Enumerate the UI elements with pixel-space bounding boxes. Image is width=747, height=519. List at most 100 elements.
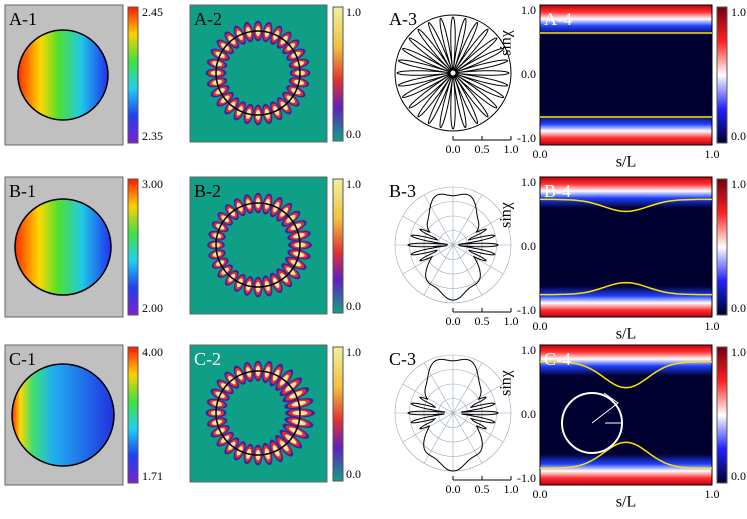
- panel-label: B-3: [389, 181, 416, 201]
- polar-grid: [452, 215, 504, 246]
- colorbar-label: 0.0: [731, 129, 746, 143]
- y-axis-label: sinχ: [498, 29, 515, 56]
- heatmap: [539, 344, 713, 486]
- colorbar-label: 1.0: [346, 177, 361, 191]
- panel-label: A-4: [544, 9, 572, 29]
- x-axis-label: s/L: [616, 154, 636, 171]
- polar-grid: [452, 244, 483, 296]
- polar-grid: [402, 412, 454, 443]
- x-axis-label: s/L: [616, 326, 636, 343]
- polar-origin: [449, 69, 457, 77]
- panel-label: C-2: [194, 349, 221, 369]
- colorbar-label: 0.0: [731, 301, 746, 315]
- polar-grid: [423, 244, 454, 296]
- y-tick-label: -1.0: [517, 131, 536, 145]
- boundary-curve: [540, 281, 712, 296]
- colorbar: [332, 346, 344, 482]
- polar-tick-label: 0.5: [475, 482, 490, 496]
- colorbar-label: 0.0: [731, 469, 746, 483]
- colorbar: [127, 6, 139, 144]
- panel-label: C-1: [9, 349, 36, 369]
- panel-label: B-4: [544, 181, 571, 201]
- polar-grid: [402, 244, 454, 275]
- x-tick-label: 0.0: [533, 319, 548, 333]
- colorbar-label: 3.00: [142, 177, 163, 191]
- polar-grid: [452, 194, 483, 246]
- x-tick-label: 0.0: [533, 147, 548, 161]
- colorbar: [127, 346, 139, 484]
- polar-grid: [402, 215, 454, 246]
- phase-disk: [17, 29, 109, 121]
- y-tick-label: 0.0: [521, 67, 536, 81]
- y-tick-label: 1.0: [521, 175, 536, 189]
- cavity-boundary: [215, 202, 301, 288]
- boundary-curve: [540, 441, 712, 469]
- colorbar-label: 0.0: [346, 299, 361, 313]
- polar-grid: [452, 244, 504, 275]
- panel-label: A-1: [9, 9, 37, 29]
- x-tick-label: 1.0: [705, 319, 720, 333]
- polar-tick-label: 1.0: [504, 314, 519, 328]
- x-tick-label: 0.0: [533, 487, 548, 501]
- polar-tick-label: 0.0: [446, 482, 461, 496]
- colorbar-label: 0.0: [346, 127, 361, 141]
- colorbar-label: 2.00: [142, 301, 163, 315]
- y-tick-label: 0.0: [521, 239, 536, 253]
- colorbar-label: 2.35: [142, 129, 163, 143]
- panel-label: C-3: [389, 349, 416, 369]
- inset-lines: [591, 392, 622, 424]
- colorbar-label: 4.00: [142, 345, 163, 359]
- polar-tick-label: 0.5: [475, 142, 490, 156]
- cavity-boundary: [215, 370, 301, 456]
- colorbar: [127, 178, 139, 316]
- polar-tick-label: 1.0: [504, 142, 519, 156]
- y-axis-label: sinχ: [498, 369, 515, 396]
- heatmap: [539, 4, 713, 146]
- polar-frame: [394, 14, 512, 132]
- polar-tick-label: 0.0: [446, 314, 461, 328]
- y-tick-label: 1.0: [521, 3, 536, 17]
- emission-curve: [396, 16, 510, 130]
- polar-tick-label: 0.0: [446, 142, 461, 156]
- phase-disk: [11, 363, 115, 467]
- polar-tick-label: 0.5: [475, 314, 490, 328]
- colorbar-label: 1.0: [731, 5, 746, 19]
- colorbar-label: 1.71: [142, 469, 163, 483]
- panel-label: B-2: [194, 181, 221, 201]
- cavity-boundary: [215, 30, 301, 116]
- boundary-curve: [540, 361, 712, 389]
- y-tick-label: -1.0: [517, 471, 536, 485]
- y-tick-label: -1.0: [517, 303, 536, 317]
- y-tick-label: 1.0: [521, 343, 536, 357]
- emission-curve: [407, 193, 499, 301]
- y-axis-label: sinχ: [498, 201, 515, 228]
- boundary-curve: [540, 198, 712, 213]
- x-tick-label: 1.0: [705, 487, 720, 501]
- phase-disk: [14, 198, 112, 296]
- panel-label: B-1: [9, 181, 36, 201]
- panel-label: C-4: [544, 349, 571, 369]
- colorbar: [332, 178, 344, 314]
- colorbar: [716, 346, 728, 484]
- colorbar-label: 2.45: [142, 5, 163, 19]
- polar-grid: [452, 412, 504, 443]
- polar-grid: [452, 383, 504, 414]
- x-axis-label: s/L: [616, 494, 636, 511]
- polar-grid: [423, 194, 454, 246]
- panel-label: A-2: [194, 9, 222, 29]
- colorbar: [332, 6, 344, 142]
- emission-curve: [407, 358, 499, 472]
- colorbar-label: 1.0: [731, 177, 746, 191]
- colorbar-label: 0.0: [346, 467, 361, 481]
- colorbar: [716, 178, 728, 316]
- y-tick-label: 0.0: [521, 407, 536, 421]
- colorbar: [716, 6, 728, 144]
- colorbar-label: 1.0: [346, 5, 361, 19]
- colorbar-label: 1.0: [346, 345, 361, 359]
- panel-label: A-3: [389, 9, 417, 29]
- x-tick-label: 1.0: [705, 147, 720, 161]
- polar-grid: [402, 383, 454, 414]
- polar-tick-label: 1.0: [504, 482, 519, 496]
- colorbar-label: 1.0: [731, 345, 746, 359]
